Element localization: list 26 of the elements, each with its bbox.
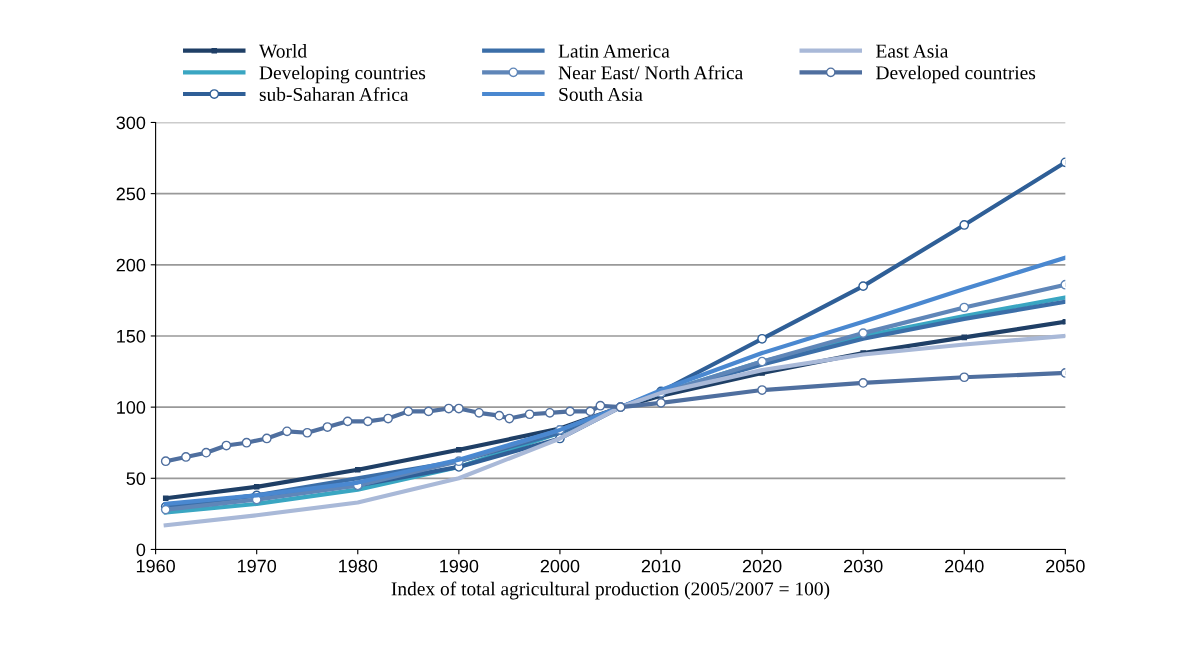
legend-label: East Asia: [876, 44, 949, 58]
x-tick-label: 2050: [1046, 559, 1085, 573]
y-tick-label: 250: [116, 187, 146, 201]
legend-label: Developing countries: [259, 65, 426, 84]
legend-label: Latin America: [558, 44, 670, 58]
x-tick-label: 1970: [237, 559, 277, 573]
y-tick-label: 50: [126, 472, 146, 486]
x-tick-label: 1990: [440, 559, 479, 573]
x-tick-label: 2040: [945, 559, 984, 573]
x-axis-title: Index of total agricultural production (2005/2007 = 100): [391, 581, 830, 600]
legend-label: World: [259, 44, 307, 58]
x-tick-label: 1960: [136, 559, 175, 573]
x-tick-label: 2000: [540, 559, 580, 573]
legend-label: South Asia: [559, 87, 643, 101]
y-tick-label: 200: [116, 258, 146, 272]
legend-label: Developed countries: [876, 65, 1036, 84]
x-tick-label: 2030: [844, 559, 883, 573]
legend-label: Near East/ North Africa: [558, 65, 743, 80]
y-tick-label: 150: [117, 329, 146, 343]
x-tick-label: 1980: [339, 559, 378, 573]
x-tick-label: 2010: [641, 559, 681, 573]
y-tick-label: 0: [136, 543, 146, 557]
y-tick-label: 300: [116, 116, 146, 130]
y-tick-label: 100: [117, 401, 146, 414]
legend-label: sub-Saharan Africa: [259, 87, 409, 102]
x-tick-label: 2020: [742, 559, 782, 573]
